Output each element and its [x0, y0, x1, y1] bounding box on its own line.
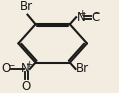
- Text: −: −: [7, 60, 14, 69]
- Text: +: +: [78, 9, 86, 18]
- Text: N: N: [20, 62, 29, 75]
- Text: +: +: [25, 60, 33, 69]
- Text: Br: Br: [76, 62, 89, 75]
- Text: C: C: [92, 11, 100, 24]
- Text: O: O: [22, 80, 31, 93]
- Text: O: O: [1, 62, 10, 75]
- Text: −: −: [92, 9, 100, 18]
- Text: N: N: [77, 11, 86, 24]
- Text: Br: Br: [20, 0, 33, 13]
